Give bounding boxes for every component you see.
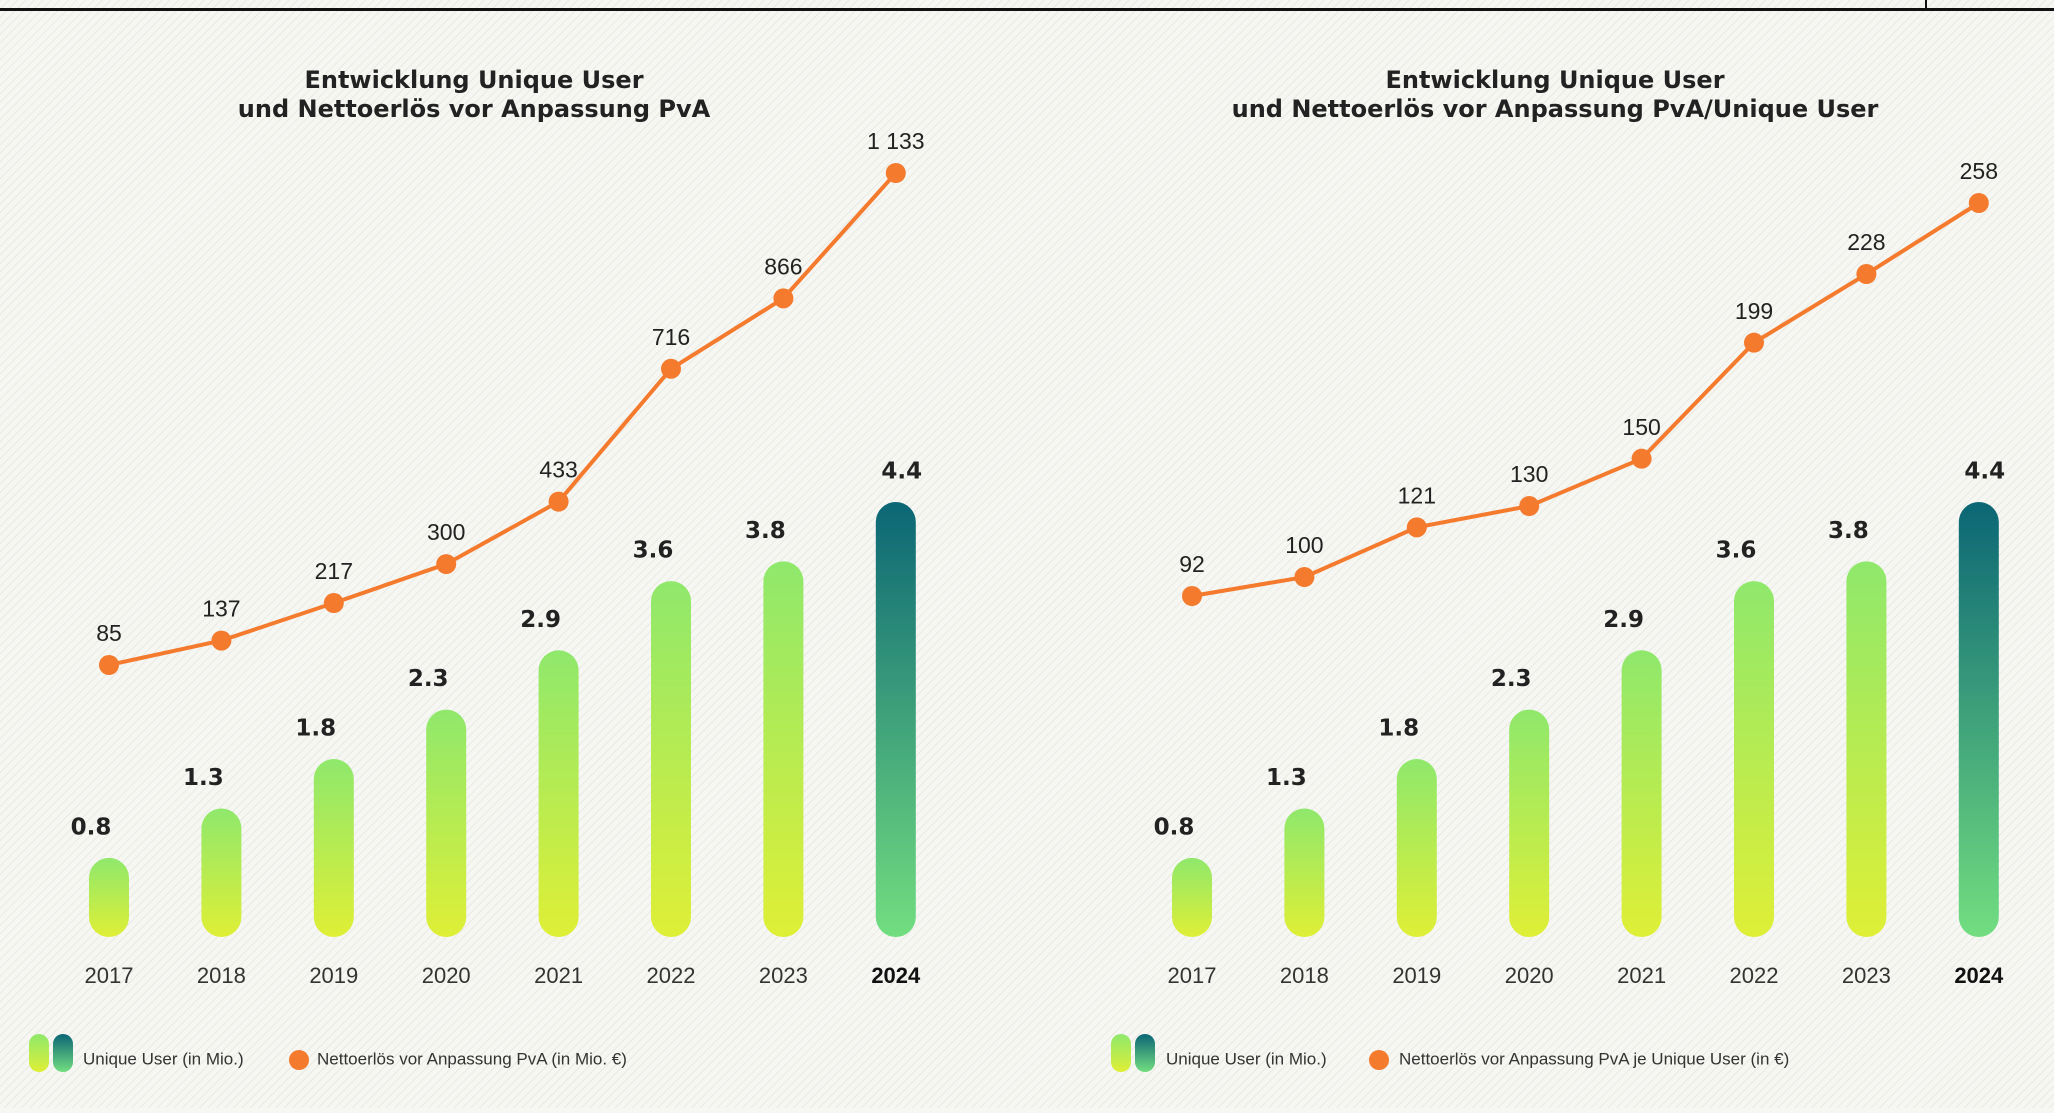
bar <box>1846 561 1887 937</box>
x-tick-label: 2024 <box>871 963 921 988</box>
bar-value-label: 2.3 <box>1491 666 1532 692</box>
bar-value-label: 0.8 <box>1154 814 1195 840</box>
line-value-label: 300 <box>427 519 465 545</box>
line-value-label: 150 <box>1622 414 1660 440</box>
line-point <box>773 288 794 309</box>
bar-value-label: 3.6 <box>633 538 674 564</box>
line-point <box>1294 567 1315 588</box>
bar-value-label: 1.3 <box>183 765 224 791</box>
bar <box>538 650 579 937</box>
bar <box>426 709 467 937</box>
chart-title: und Nettoerlös vor Anpassung PvA <box>238 95 711 123</box>
line-point <box>1631 448 1652 469</box>
line-point <box>436 554 457 575</box>
bar <box>313 759 354 937</box>
line-value-label: 716 <box>652 324 690 350</box>
x-tick-label: 2023 <box>759 963 808 988</box>
line-value-label: 228 <box>1847 229 1885 255</box>
x-tick-label: 2017 <box>1168 963 1217 988</box>
legend-icon <box>29 1034 49 1072</box>
line-point <box>211 630 232 651</box>
x-tick-label: 2023 <box>1842 963 1891 988</box>
line-point <box>661 358 681 379</box>
top-tick <box>1925 0 1927 10</box>
x-tick-label: 2019 <box>1392 963 1441 988</box>
x-tick-label: 2022 <box>647 963 696 988</box>
legend-marker <box>289 1050 309 1070</box>
x-tick-label: 2021 <box>534 963 583 988</box>
line-value-label: 433 <box>539 457 577 483</box>
line-value-label: 199 <box>1735 298 1773 324</box>
x-tick-label: 2020 <box>422 963 471 988</box>
x-tick-label: 2019 <box>309 963 358 988</box>
line-value-label: 121 <box>1398 482 1436 508</box>
bar-value-label: 2.9 <box>520 607 561 633</box>
bar <box>1284 808 1325 937</box>
bar <box>1172 857 1212 937</box>
line-value-label: 85 <box>96 620 122 646</box>
line-point <box>1968 193 1989 213</box>
bar-value-label: 2.3 <box>408 666 449 692</box>
line-value-label: 866 <box>764 253 802 279</box>
line-point <box>1406 517 1427 538</box>
x-tick-label: 2018 <box>1280 963 1329 988</box>
line <box>1191 201 1980 598</box>
line-value-label: 1 133 <box>867 128 925 154</box>
bar-value-label: 1.8 <box>295 716 336 742</box>
chart-title: Entwicklung Unique User <box>304 66 643 94</box>
line-point <box>99 655 119 675</box>
bar <box>89 857 129 937</box>
bar <box>1621 650 1662 937</box>
bar-value-label: 1.3 <box>1266 765 1307 791</box>
line-value-label: 137 <box>202 596 240 622</box>
bar <box>201 808 242 937</box>
line-value-label: 258 <box>1960 158 1998 184</box>
bar-value-label: 1.8 <box>1378 716 1419 742</box>
legend-icon <box>53 1034 73 1072</box>
bar-value-label: 3.8 <box>1828 518 1869 544</box>
bar <box>1509 709 1550 937</box>
legend-marker <box>1369 1050 1389 1070</box>
line-value-label: 217 <box>315 558 353 584</box>
x-tick-label: 2017 <box>85 963 134 988</box>
bar-value-label: 0.8 <box>71 814 112 840</box>
legend-label: Unique User (in Mio.) <box>1166 1049 1327 1068</box>
line <box>108 171 898 667</box>
bar <box>1396 759 1437 937</box>
line-point <box>1744 332 1764 353</box>
bar-value-label: 4.4 <box>1964 459 2005 485</box>
x-tick-label: 2024 <box>1954 963 2004 988</box>
line-point <box>1519 496 1540 517</box>
line-point <box>885 163 906 183</box>
chart-title: Entwicklung Unique User <box>1385 66 1724 94</box>
legend-icon <box>1111 1034 1131 1072</box>
line-point <box>1182 586 1202 606</box>
line-point <box>1856 264 1877 285</box>
bar-value-label: 3.6 <box>1716 538 1757 564</box>
x-tick-label: 2020 <box>1505 963 1554 988</box>
bar-value-label: 3.8 <box>745 518 786 544</box>
legend-label: Nettoerlös vor Anpassung PvA (in Mio. €) <box>317 1049 627 1068</box>
line-value-label: 92 <box>1179 551 1205 577</box>
line-point <box>548 491 569 512</box>
legend-label: Unique User (in Mio.) <box>83 1049 244 1068</box>
x-tick-label: 2021 <box>1617 963 1666 988</box>
line-point <box>323 593 344 614</box>
line-value-label: 130 <box>1510 461 1548 487</box>
bar-value-label: 2.9 <box>1603 607 1644 633</box>
bar <box>1734 581 1774 937</box>
x-tick-label: 2022 <box>1730 963 1779 988</box>
legend-icon <box>1135 1034 1155 1072</box>
chart-title: und Nettoerlös vor Anpassung PvA/Unique … <box>1232 95 1879 123</box>
legend-label: Nettoerlös vor Anpassung PvA je Unique U… <box>1399 1049 1789 1068</box>
bar <box>651 581 691 937</box>
bar-value-label: 4.4 <box>881 459 922 485</box>
line-value-label: 100 <box>1285 532 1323 558</box>
x-tick-label: 2018 <box>197 963 246 988</box>
bar <box>1958 502 1999 937</box>
bar <box>875 502 916 937</box>
bar <box>763 561 804 937</box>
top-rule <box>0 8 2054 11</box>
